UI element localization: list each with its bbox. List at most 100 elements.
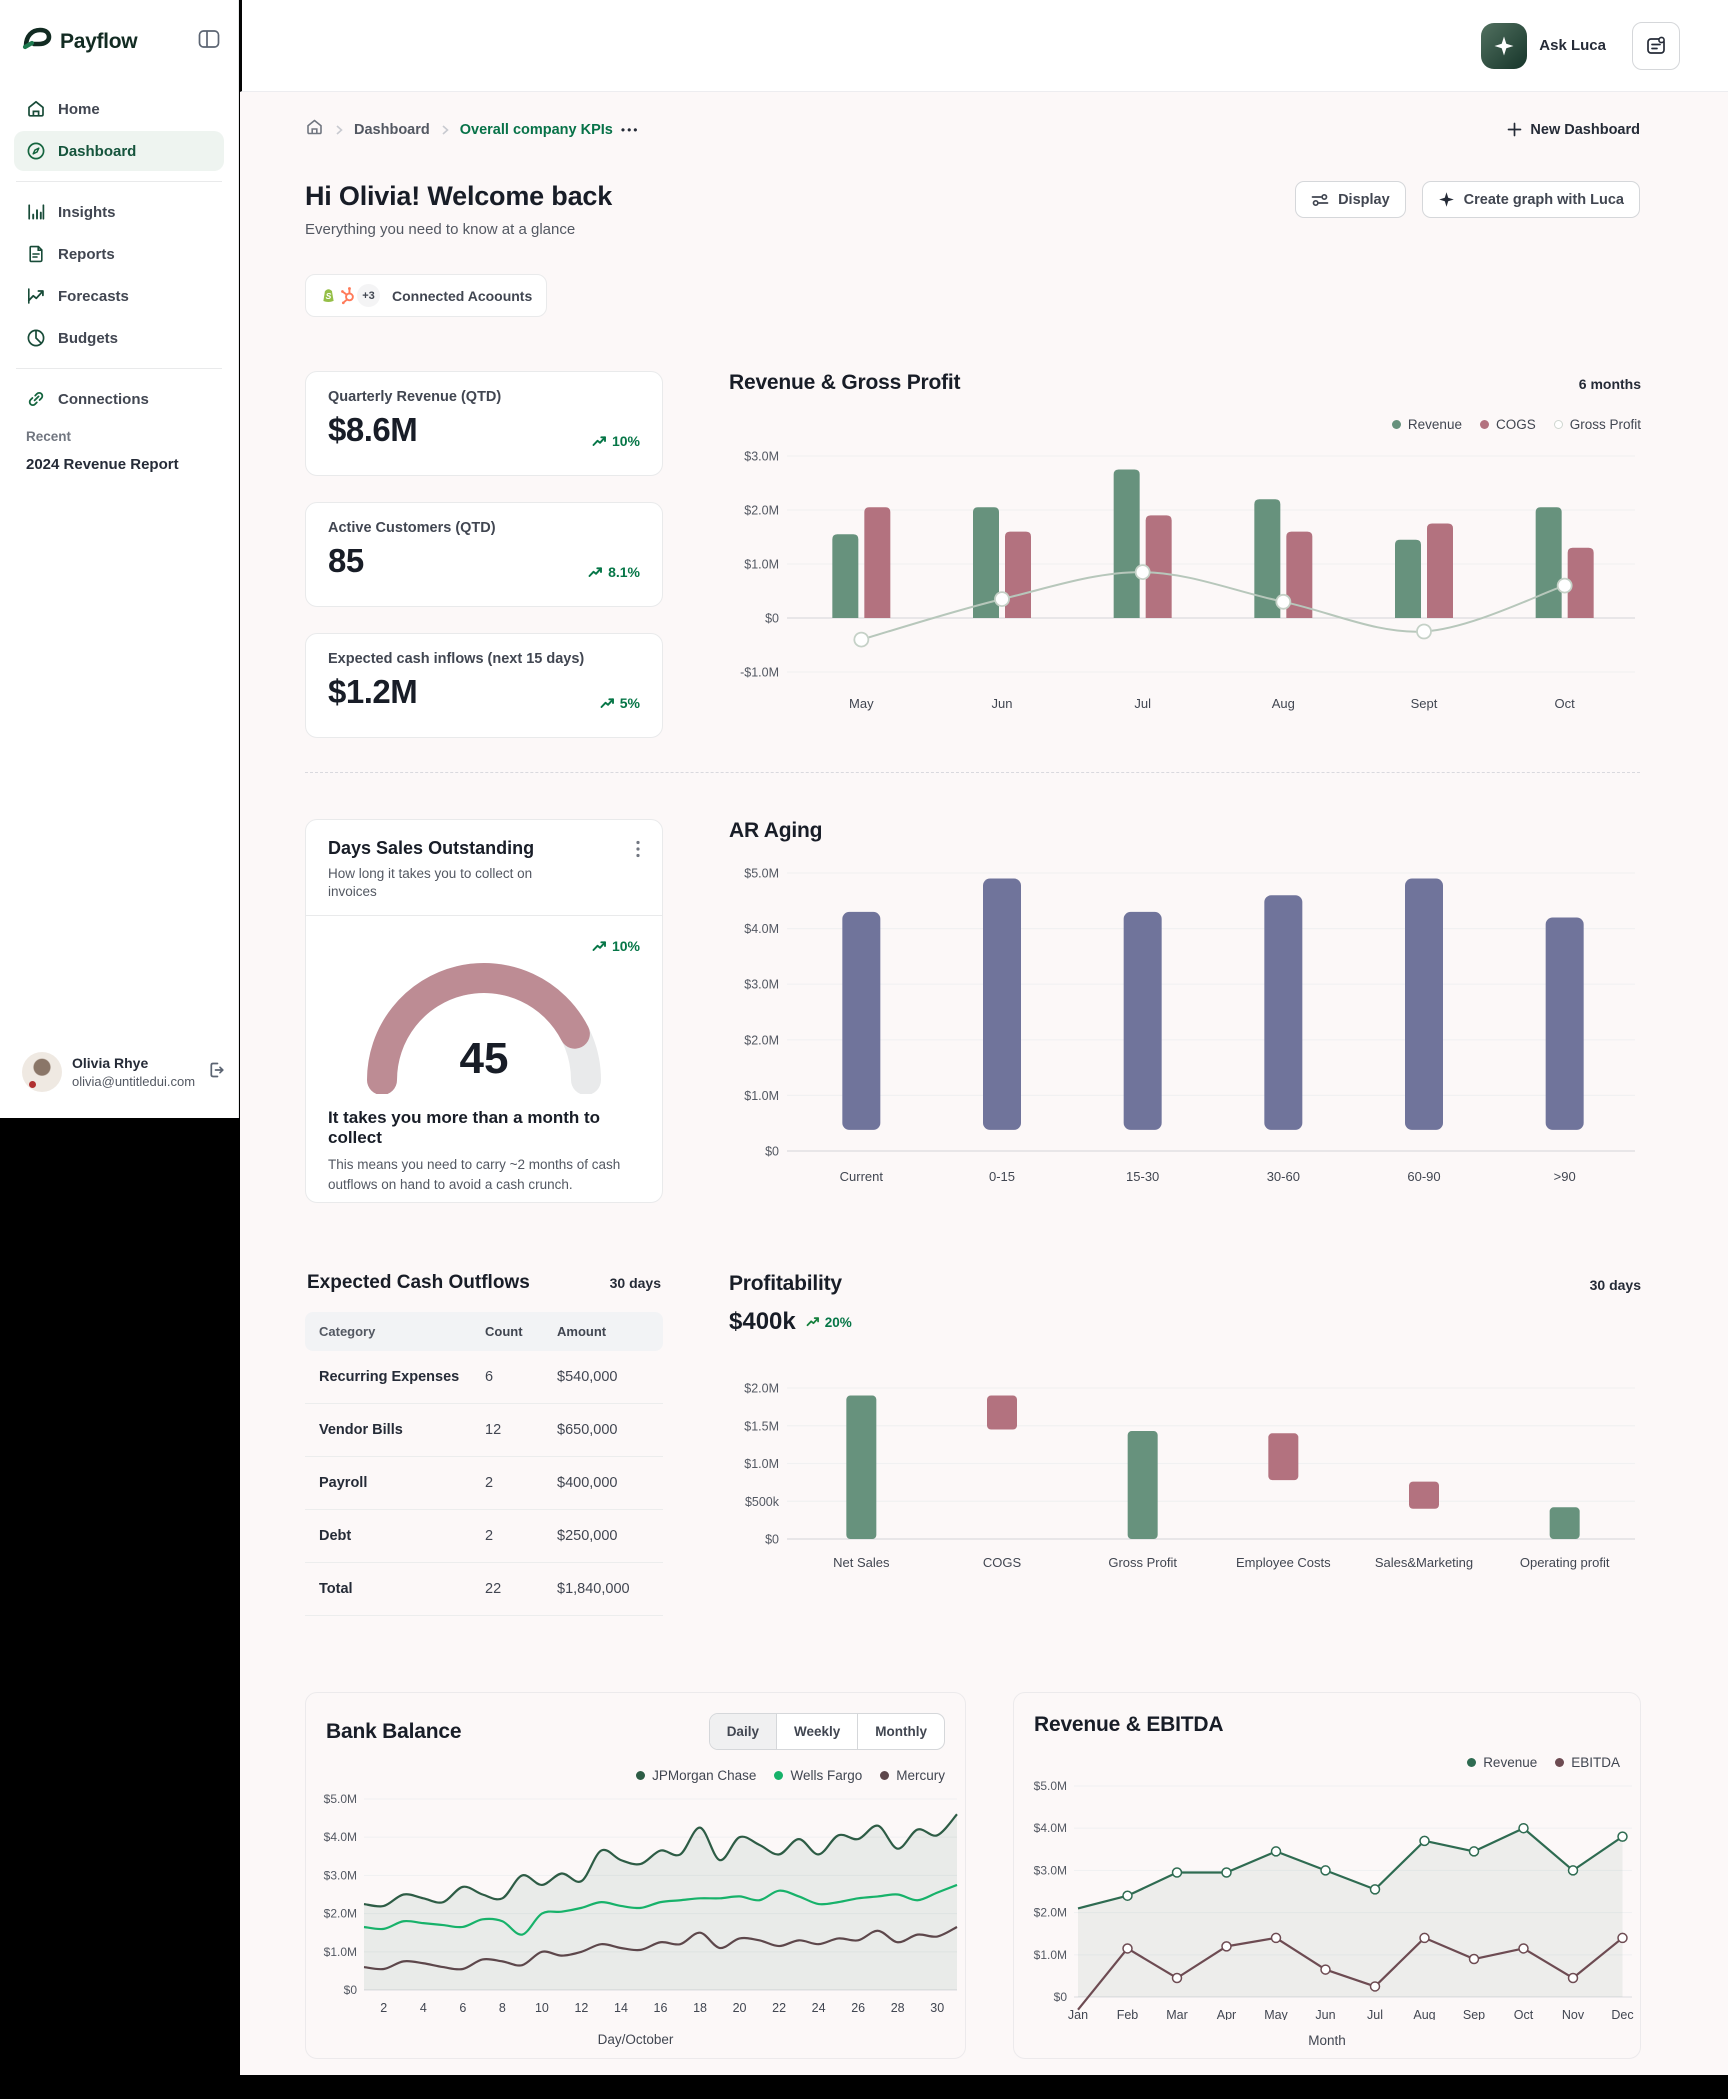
svg-text:$2.0M: $2.0M: [744, 504, 779, 518]
sidebar-item-insights[interactable]: Insights: [14, 192, 224, 232]
profitability-title: Profitability: [729, 1272, 842, 1295]
legend-dot: [1555, 1758, 1565, 1767]
payflow-logo-icon: [22, 26, 52, 57]
bank-balance-x-axis-label: Day/October: [597, 2032, 674, 2047]
dso-headline: It takes you more than a month to collec…: [328, 1108, 601, 1148]
dso-subtitle: How long it takes you to collect on invo…: [328, 866, 533, 900]
svg-text:12: 12: [574, 2001, 588, 2015]
connections-icon: [26, 389, 46, 409]
sidebar-item-label: Dashboard: [58, 142, 137, 160]
legend-label: JPMorgan Chase: [652, 1768, 757, 1783]
sidebar-item-dashboard[interactable]: Dashboard: [14, 131, 224, 171]
new-dashboard-button[interactable]: New Dashboard: [1507, 122, 1640, 138]
legend-item-wells-fargo[interactable]: Wells Fargo: [774, 1768, 862, 1783]
revenue-gross-profit-period: 6 months: [1578, 376, 1641, 392]
kpi-trend-badge: 10%: [592, 433, 640, 449]
svg-text:28: 28: [891, 2001, 905, 2015]
recent-item-2024-revenue-report[interactable]: 2024 Revenue Report: [26, 456, 179, 473]
breadcrumb: Dashboard Overall company KPIs ••• New D…: [305, 118, 1640, 141]
sidebar-item-reports[interactable]: Reports: [14, 234, 224, 274]
trend-up-icon: [806, 1317, 819, 1327]
logout-icon[interactable]: [205, 1060, 226, 1085]
svg-text:10: 10: [535, 2001, 549, 2015]
table-row: Total 22 $1,840,000: [305, 1563, 663, 1616]
sidebar-item-forecasts[interactable]: Forecasts: [14, 276, 224, 316]
legend-item-mercury[interactable]: Mercury: [880, 1768, 945, 1783]
breadcrumb-home-icon[interactable]: [305, 118, 324, 141]
svg-text:$1.0M: $1.0M: [744, 558, 779, 572]
kebab-menu-icon[interactable]: [630, 838, 646, 901]
legend-item-cogs[interactable]: COGS: [1479, 417, 1536, 432]
legend-item-gross-profit[interactable]: Gross Profit: [1553, 417, 1641, 432]
svg-text:4: 4: [420, 2001, 427, 2015]
kpi-trend-badge: 5%: [600, 695, 640, 711]
plus-icon: [1508, 122, 1522, 137]
ask-luca-label: Ask Luca: [1539, 37, 1606, 54]
svg-text:$5.0M: $5.0M: [324, 1792, 357, 1806]
legend-item-revenue[interactable]: Revenue: [1467, 1755, 1537, 1770]
sidebar-item-connections[interactable]: Connections: [14, 379, 224, 419]
svg-text:$1.0M: $1.0M: [324, 1945, 357, 1959]
svg-text:Jun: Jun: [1315, 2008, 1335, 2020]
legend-item-jpmorgan-chase[interactable]: JPMorgan Chase: [636, 1768, 756, 1783]
legend-dot: [880, 1771, 890, 1780]
ask-luca-button[interactable]: Ask Luca: [1481, 22, 1606, 69]
svg-text:Jul: Jul: [1367, 2008, 1383, 2020]
svg-text:22: 22: [772, 2001, 786, 2015]
svg-text:$4.0M: $4.0M: [744, 922, 779, 936]
profile-email: olivia@untitledui.com: [72, 1073, 196, 1089]
cell-category: Debt: [319, 1528, 352, 1544]
svg-text:8: 8: [499, 2001, 506, 2015]
svg-text:20: 20: [733, 2001, 747, 2015]
svg-text:Employee Costs: Employee Costs: [1236, 1555, 1331, 1570]
dashboard-icon: [26, 141, 46, 161]
tab-weekly[interactable]: Weekly: [775, 1714, 857, 1749]
sidebar-collapse-button[interactable]: [198, 29, 220, 54]
svg-text:30-60: 30-60: [1267, 1169, 1300, 1184]
svg-text:24: 24: [812, 2001, 826, 2015]
sparkle-icon: [1438, 192, 1454, 207]
create-graph-with-luca-button[interactable]: Create graph with Luca: [1421, 181, 1640, 218]
svg-text:$3.0M: $3.0M: [744, 978, 779, 992]
svg-text:COGS: COGS: [983, 1555, 1022, 1570]
kpi-card-1: Active Customers (QTD) 85 8.1%: [305, 502, 663, 607]
svg-text:$3.0M: $3.0M: [744, 450, 779, 464]
forecasts-icon: [26, 286, 46, 306]
breadcrumb-more-icon[interactable]: •••: [620, 122, 640, 137]
legend-item-ebitda[interactable]: EBITDA: [1555, 1755, 1620, 1770]
notes-panel-button[interactable]: [1632, 21, 1680, 70]
sliders-icon: [1311, 193, 1329, 206]
table-header-row: Category Count Amount: [305, 1312, 663, 1351]
sidebar-item-label: Home: [58, 100, 100, 118]
svg-text:Aug: Aug: [1272, 696, 1295, 711]
cell-count: 2: [485, 1528, 494, 1544]
profitability-chart: $2.0M $1.5M $1.0M $500k $0 Net Sales COGS Gross…: [744, 1382, 1635, 1570]
breadcrumb-dashboard[interactable]: Dashboard: [354, 121, 430, 138]
dso-value: 45: [459, 1034, 509, 1084]
dso-trend-badge: 10%: [592, 938, 640, 954]
svg-text:Oct: Oct: [1555, 696, 1576, 711]
expected-cash-outflows-card: Expected Cash Outflows 30 days Category C…: [305, 1272, 663, 1616]
kpi-value: $1.2M: [328, 673, 418, 710]
chevron-right-icon: [336, 124, 343, 135]
display-button[interactable]: Display: [1295, 181, 1406, 218]
sparkle-icon: [1481, 22, 1528, 69]
ar-aging-section: AR Aging $5.0M $4.0M $3.0M $2.0M $1.0M $0 Curr…: [729, 819, 1641, 1206]
bank-balance-chart: $5.0M$4.0M$3.0M$2.0M$1.0M$02 4 6 8 10 12 14 16 1…: [324, 1792, 958, 2015]
sidebar-item-label: Connections: [58, 390, 149, 408]
legend-dot: [1479, 420, 1489, 429]
page-subtitle: Everything you need to know at a glance: [305, 221, 576, 238]
legend-label: Wells Fargo: [790, 1768, 863, 1783]
kpi-trend-badge: 8.1%: [588, 564, 640, 580]
svg-text:$4.0M: $4.0M: [1034, 1821, 1067, 1835]
legend-item-revenue[interactable]: Revenue: [1391, 417, 1462, 432]
svg-text:$0: $0: [765, 1533, 779, 1547]
svg-text:Net Sales: Net Sales: [833, 1555, 890, 1570]
sidebar-item-budgets[interactable]: Budgets: [14, 318, 224, 358]
connected-accounts-pill[interactable]: S +3 Connected Acoounts: [305, 274, 548, 317]
tab-daily[interactable]: Daily: [709, 1714, 776, 1749]
tab-monthly[interactable]: Monthly: [857, 1714, 944, 1749]
sidebar-item-home[interactable]: Home: [14, 89, 224, 129]
sidebar-divider: [16, 181, 222, 182]
breadcrumb-current-page[interactable]: Overall company KPIs: [459, 121, 613, 138]
